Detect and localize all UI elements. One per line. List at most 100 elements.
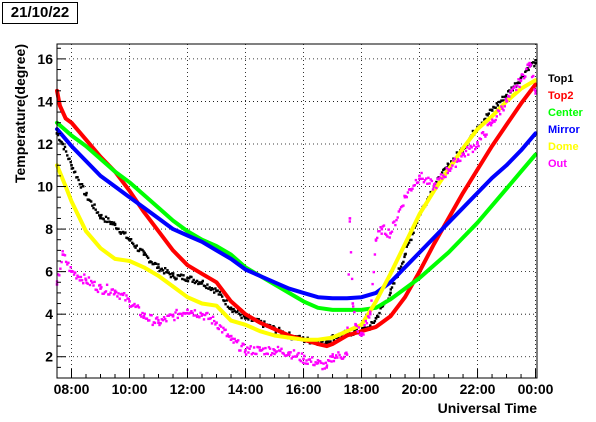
data-point — [91, 204, 94, 207]
data-point — [142, 250, 145, 253]
data-point — [426, 182, 429, 185]
data-point — [108, 220, 111, 223]
data-point — [488, 121, 492, 124]
data-point — [361, 331, 364, 335]
data-point — [489, 124, 493, 127]
data-point — [313, 363, 316, 367]
x-tick-label: 08:00 — [54, 381, 90, 397]
data-point — [232, 307, 235, 311]
data-point — [230, 334, 233, 338]
data-point — [162, 272, 166, 275]
data-point — [99, 215, 102, 218]
data-point — [316, 361, 320, 365]
data-point — [505, 100, 508, 103]
data-point — [445, 166, 448, 170]
data-point — [70, 270, 73, 273]
data-point — [515, 88, 518, 92]
data-point — [268, 347, 272, 350]
data-point — [165, 320, 168, 323]
data-point — [274, 331, 277, 334]
data-point — [118, 297, 121, 300]
data-point — [251, 351, 255, 355]
data-point — [286, 354, 289, 357]
data-point — [477, 144, 480, 148]
data-point — [186, 276, 189, 280]
data-point — [71, 167, 75, 170]
data-point — [371, 321, 374, 324]
data-point — [164, 317, 167, 321]
data-point — [497, 110, 501, 113]
data-point — [214, 323, 217, 326]
data-point — [167, 271, 170, 274]
data-point — [289, 351, 292, 354]
data-point — [464, 149, 468, 153]
data-point — [249, 345, 252, 348]
data-point — [78, 279, 81, 282]
data-point — [513, 85, 517, 88]
data-point — [345, 353, 349, 356]
data-point — [533, 65, 536, 68]
data-point — [161, 319, 165, 322]
y-axis-label: Temperature(degree) — [12, 44, 28, 183]
data-point — [435, 186, 438, 190]
data-point — [405, 245, 408, 248]
data-point — [411, 187, 414, 190]
x-tick-label: 12:00 — [170, 381, 206, 397]
data-point — [309, 360, 313, 363]
data-point — [374, 317, 378, 320]
data-point — [108, 293, 111, 296]
data-point — [490, 121, 494, 124]
data-point — [519, 78, 523, 82]
data-point — [510, 89, 513, 92]
data-point — [499, 100, 502, 104]
data-point — [263, 320, 266, 323]
data-point — [394, 223, 397, 227]
data-point — [454, 165, 457, 168]
data-point — [181, 314, 184, 317]
data-point — [233, 337, 236, 341]
data-point — [431, 188, 435, 191]
data-point — [529, 63, 533, 66]
data-point — [69, 266, 72, 269]
data-point — [190, 275, 193, 279]
data-point — [327, 340, 330, 343]
data-point — [361, 326, 364, 330]
data-point — [61, 250, 64, 253]
data-point — [379, 226, 382, 229]
series-line-mirror — [55, 127, 538, 301]
data-point — [337, 336, 340, 339]
data-point — [381, 305, 385, 308]
data-point — [500, 105, 503, 108]
data-point — [69, 161, 72, 164]
data-point — [124, 231, 127, 234]
data-point — [215, 321, 218, 324]
data-point — [534, 61, 537, 65]
data-point — [205, 286, 208, 290]
data-point — [221, 295, 224, 298]
data-point — [62, 148, 65, 151]
data-point — [472, 144, 476, 147]
data-point — [532, 61, 535, 64]
data-point — [278, 326, 281, 330]
data-point — [84, 278, 88, 282]
data-point — [246, 346, 249, 349]
data-point — [154, 262, 158, 265]
data-point — [525, 67, 528, 71]
data-point — [64, 150, 68, 153]
data-point — [452, 159, 455, 162]
data-point — [364, 326, 367, 329]
data-point — [90, 200, 93, 203]
data-point — [217, 327, 220, 331]
x-tick-label: 20:00 — [402, 381, 438, 397]
data-point — [476, 141, 479, 144]
data-point — [301, 336, 305, 339]
data-point — [164, 267, 167, 270]
data-point — [76, 274, 79, 277]
data-point — [325, 342, 329, 345]
data-point — [235, 310, 239, 314]
data-point — [332, 359, 336, 363]
data-point — [209, 288, 212, 292]
data-point — [350, 277, 354, 281]
data-point — [407, 241, 411, 244]
series-layer — [55, 59, 538, 371]
